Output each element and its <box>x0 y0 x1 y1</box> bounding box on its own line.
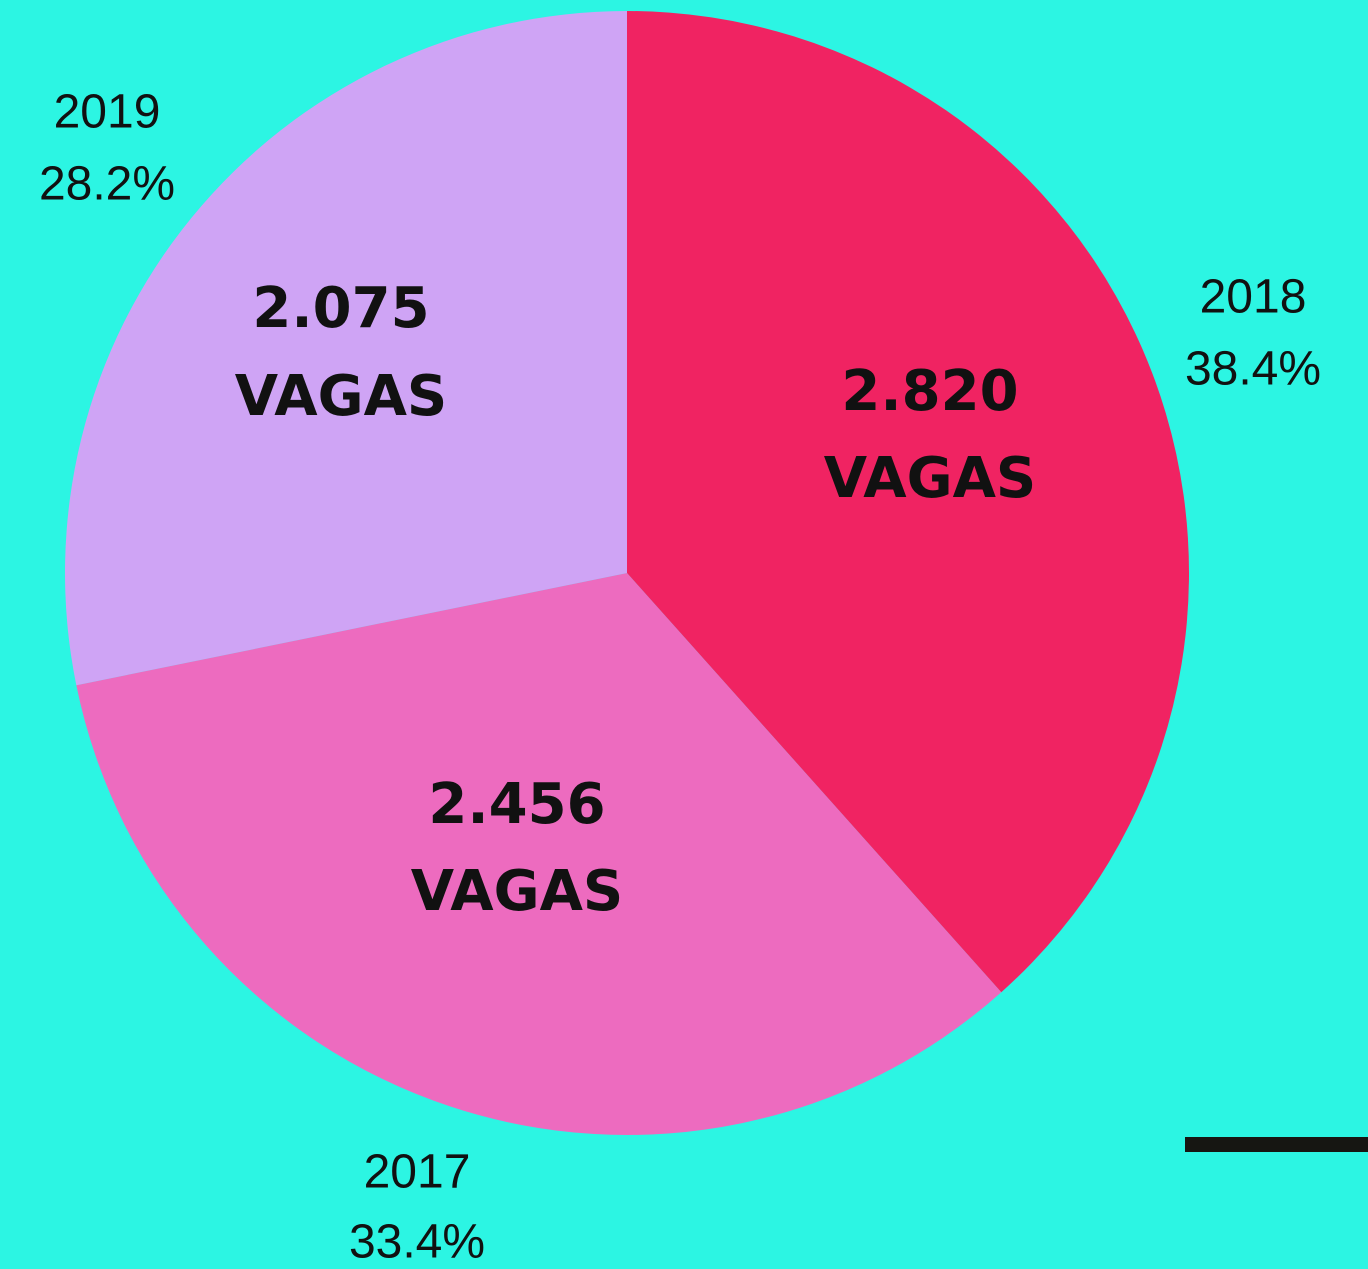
slice-percent: 33.4% <box>349 1216 485 1269</box>
slice-label: VAGAS <box>411 859 624 924</box>
slice-label: VAGAS <box>824 446 1037 511</box>
slice-label: VAGAS <box>235 364 448 429</box>
pie-slice <box>76 573 1002 1135</box>
slice-percent: 28.2% <box>39 158 175 211</box>
slice-label: 2.456 <box>428 772 605 837</box>
slice-category: 2018 <box>1200 271 1307 324</box>
slice-label: 2.075 <box>252 276 429 341</box>
pie-slice <box>65 11 628 686</box>
slice-label: 2.820 <box>841 359 1018 424</box>
slice-category: 2019 <box>54 86 161 139</box>
slice-category: 2017 <box>364 1146 471 1199</box>
slice-percent: 38.4% <box>1185 343 1321 396</box>
decor-bar <box>1185 1137 1368 1152</box>
pie-slice <box>627 11 1189 993</box>
